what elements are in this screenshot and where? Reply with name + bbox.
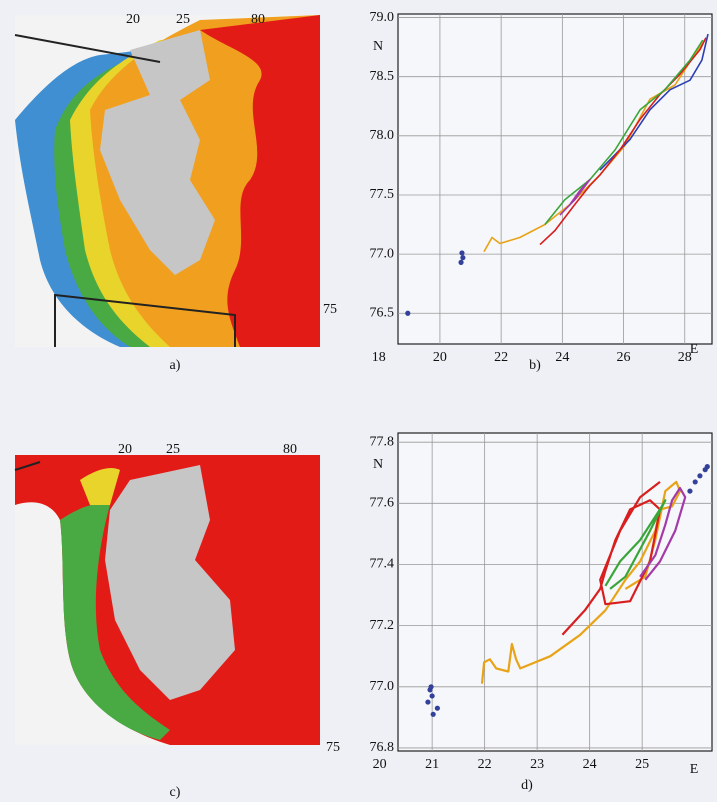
track <box>539 37 707 246</box>
track-point <box>429 693 435 699</box>
caption: b) <box>529 358 541 373</box>
track-point <box>459 250 465 256</box>
track-point <box>425 699 431 705</box>
y-tick-label: 77.0 <box>370 246 395 261</box>
chart: 79.0 78.5 78.0 77.5 77.0 76.5 18 20 22 24 26 28 N Eb) <box>370 10 713 373</box>
map-label: 25 <box>166 442 180 457</box>
map-label: 20 <box>126 12 140 27</box>
x-tick-label: 18 <box>372 350 386 365</box>
y-tick-label: 77.0 <box>370 679 395 694</box>
map-label: 80 <box>283 442 297 457</box>
y-axis-label: N <box>373 457 383 472</box>
x-tick-label: 21 <box>425 757 439 772</box>
x-axis-label: E <box>690 342 699 357</box>
x-tick-label: 20 <box>433 350 447 365</box>
ice-map <box>14 455 320 745</box>
y-tick-label: 78.0 <box>370 128 395 143</box>
track <box>559 178 591 216</box>
map-label: 75 <box>326 740 340 755</box>
track-point <box>430 711 436 717</box>
y-tick-label: 77.5 <box>370 187 395 202</box>
x-tick-label: 23 <box>530 757 544 772</box>
track-point <box>405 310 411 316</box>
ice-map <box>14 15 321 347</box>
plot-area <box>397 432 713 752</box>
x-tick-label: 20 <box>373 757 387 772</box>
x-tick-label: 22 <box>494 350 508 365</box>
x-tick-label: 24 <box>555 350 569 365</box>
track <box>483 39 706 253</box>
y-tick-label: 77.4 <box>370 557 395 572</box>
caption: d) <box>521 778 533 793</box>
track <box>544 39 704 226</box>
track-point <box>697 473 703 479</box>
track-point <box>687 488 693 494</box>
track-point <box>458 259 464 265</box>
map-label: 20 <box>118 442 132 457</box>
y-tick-label: 77.8 <box>370 434 395 449</box>
plot-area <box>397 13 713 345</box>
y-tick-label: 76.8 <box>370 740 395 755</box>
y-axis-label: N <box>373 39 383 54</box>
caption: a) <box>170 358 181 373</box>
caption: c) <box>170 785 181 800</box>
y-tick-label: 77.2 <box>370 618 395 633</box>
y-tick-label: 77.6 <box>370 496 395 511</box>
track <box>604 499 667 590</box>
x-axis-label: E <box>690 762 699 777</box>
y-tick-label: 76.5 <box>370 305 395 320</box>
map-label: 25 <box>176 12 190 27</box>
chart: 77.8 77.6 77.4 77.2 77.0 76.8 20 21 22 23 24 25 N Ed) <box>370 432 713 793</box>
track <box>639 486 687 581</box>
track-point <box>427 687 433 693</box>
map-label: 75 <box>323 302 337 317</box>
x-tick-label: 25 <box>635 757 649 772</box>
track-point <box>434 705 440 711</box>
track <box>480 480 682 684</box>
map-label: 80 <box>251 12 265 27</box>
x-tick-label: 24 <box>583 757 597 772</box>
x-tick-label: 28 <box>678 350 692 365</box>
track-point <box>460 255 466 261</box>
y-tick-label: 78.5 <box>370 69 395 84</box>
x-tick-label: 26 <box>617 350 631 365</box>
track <box>599 33 709 171</box>
track-point <box>704 464 710 470</box>
track-point <box>692 479 698 485</box>
y-tick-label: 79.0 <box>370 10 395 25</box>
x-tick-label: 22 <box>478 757 492 772</box>
